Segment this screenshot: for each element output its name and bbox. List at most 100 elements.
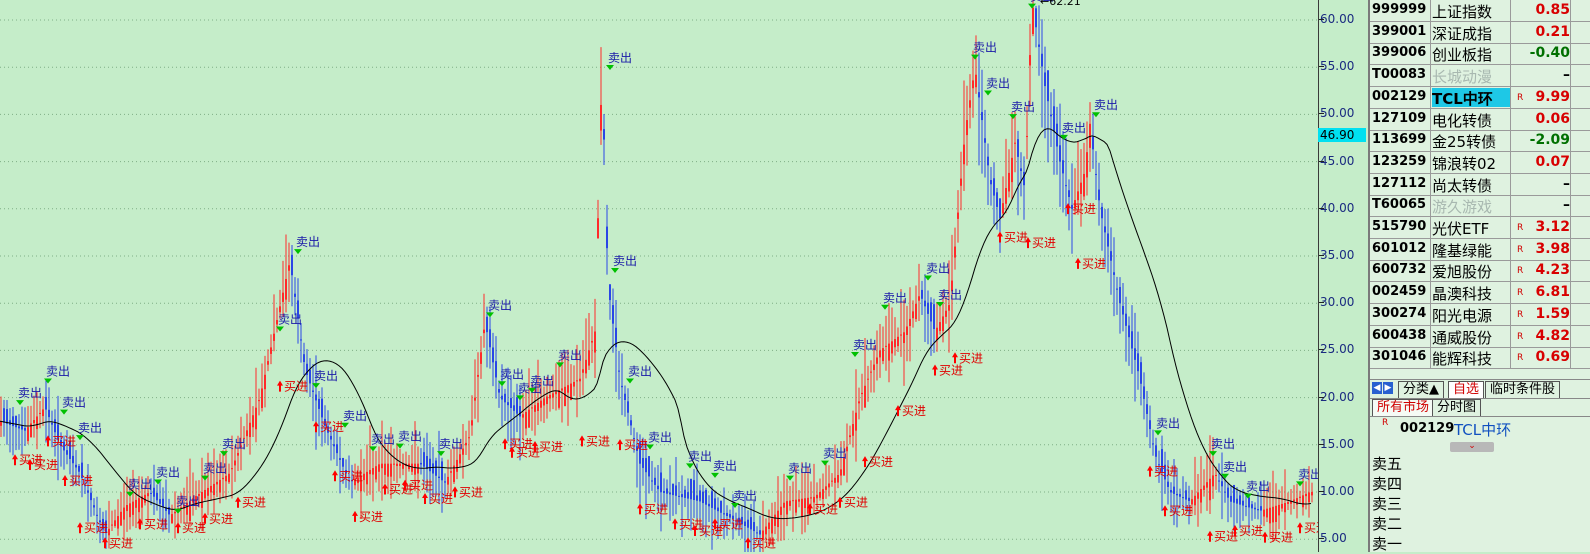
candle-body — [861, 392, 863, 395]
sell-arrow-icon — [396, 443, 404, 449]
candle-body — [651, 480, 653, 482]
candle-body — [540, 400, 542, 408]
collapse-icon[interactable]: ⌄ — [1450, 442, 1494, 452]
candle-body — [27, 427, 29, 442]
quote-change: -2.09 — [1529, 132, 1570, 149]
candle-body — [885, 345, 887, 347]
candle-body — [303, 354, 305, 363]
candle-body — [210, 485, 212, 493]
candle-body — [645, 458, 647, 473]
candle-body — [765, 526, 767, 535]
tab-category[interactable]: 分类▲ — [1398, 381, 1444, 398]
candle-body — [837, 475, 839, 483]
tab-time-chart[interactable]: 分时图 — [1432, 399, 1482, 416]
sell-label: 卖出 — [1223, 460, 1247, 474]
candle-body — [831, 480, 833, 482]
buy-signal: 买进 — [277, 380, 308, 394]
quote-row-600438[interactable]: 600438 通威股份 R 4.82 — [1370, 325, 1590, 348]
quote-code: T00083 — [1372, 67, 1427, 83]
candle-body — [33, 420, 35, 424]
candle-body — [132, 501, 134, 515]
candle-body — [1065, 185, 1067, 187]
quote-name: 游久游戏 — [1432, 198, 1493, 216]
quote-row-999999[interactable]: 999999 上证指数 0.85 — [1370, 0, 1590, 22]
candle-body — [1137, 353, 1139, 372]
buy-signal: 买进 — [502, 437, 533, 451]
quote-row-601012[interactable]: 601012 隆基绿能 R 3.98 — [1370, 238, 1590, 261]
y-tick-label: 45.00 — [1318, 153, 1355, 168]
buy-signal: 买进 — [712, 517, 743, 531]
candle-body — [21, 425, 23, 430]
tab-all-markets[interactable]: 所有市场 — [1372, 399, 1435, 416]
candle-body — [444, 481, 446, 483]
buy-label: 买进 — [1004, 230, 1028, 244]
quote-row-399001[interactable]: 399001 深证成指 0.21 — [1370, 21, 1590, 44]
candle-body — [51, 422, 53, 425]
sell-arrow-icon — [174, 508, 182, 514]
sell-arrow-icon — [341, 422, 349, 428]
sell-signal: 卖出 — [16, 386, 42, 406]
candle-body — [54, 419, 56, 433]
quote-row-T00083[interactable]: T00083 长城动漫 – — [1370, 65, 1590, 88]
buy-arrow-icon — [807, 503, 813, 515]
candle-body — [639, 441, 641, 464]
candle-body — [1122, 306, 1124, 315]
tab-temp-condition[interactable]: 临时条件股 — [1485, 381, 1561, 398]
buy-label: 买进 — [1214, 530, 1238, 544]
prev-icon[interactable]: ◀ — [1372, 382, 1382, 394]
candle-body — [1143, 386, 1145, 399]
quote-change: 0.85 — [1535, 2, 1570, 18]
candle-body — [228, 473, 230, 483]
candle-body — [489, 329, 491, 348]
quote-row-127109[interactable]: 127109 电化转债 0.06 — [1370, 108, 1590, 131]
quote-row-113699[interactable]: 113699 金25转债 -2.09 — [1370, 130, 1590, 153]
quote-row-300274[interactable]: 300274 阳光电源 R 1.59 — [1370, 303, 1590, 326]
sell-label: 卖出 — [176, 495, 200, 509]
candle-body — [219, 479, 221, 493]
candle-body — [1155, 445, 1157, 457]
y-tick-label: 60.00 — [1318, 12, 1355, 26]
candle-body — [1227, 487, 1229, 498]
quote-row-301046[interactable]: 301046 能辉科技 R 0.69 — [1370, 347, 1590, 370]
quote-row-399006[interactable]: 399006 创业板指 -0.40 — [1370, 43, 1590, 66]
candle-body — [192, 498, 194, 503]
quote-row-123259[interactable]: 123259 锦浪转02 0.07 — [1370, 151, 1590, 174]
quote-code: 127112 — [1372, 175, 1427, 191]
candle-body — [855, 412, 857, 431]
candle-body — [324, 418, 326, 426]
quote-change: 1.59 — [1535, 305, 1570, 322]
candle-body — [798, 499, 800, 502]
candle-body — [84, 485, 86, 487]
y-tick-label: 30.00 — [1318, 295, 1355, 310]
candle-body — [792, 500, 794, 502]
quote-row-002459[interactable]: 002459 晶澳科技 R 6.81 — [1370, 282, 1590, 305]
candle-body — [1008, 172, 1010, 192]
quote-row-002129[interactable]: 002129 TCL中环 R 9.99 — [1370, 86, 1590, 109]
candle-body — [1296, 498, 1298, 505]
candle-body — [528, 409, 530, 428]
candle-body — [1104, 226, 1106, 233]
tab-watchlist[interactable]: 自选 — [1448, 381, 1485, 398]
candle-body — [1101, 206, 1103, 219]
candle-body — [795, 499, 797, 513]
candle-body — [870, 371, 872, 373]
candle-body — [1236, 498, 1238, 504]
candle-body — [702, 491, 704, 504]
sell-arrow-icon — [294, 249, 302, 255]
quote-row-515790[interactable]: 515790 光伏ETF R 3.12 — [1370, 217, 1590, 239]
quote-code: 002129 — [1372, 88, 1427, 104]
candle-body — [351, 479, 353, 482]
candle-body — [756, 532, 758, 534]
quote-row-600732[interactable]: 600732 爱旭股份 R 4.23 — [1370, 260, 1590, 283]
sell-signal: 卖出 — [1092, 98, 1118, 118]
quote-row-127112[interactable]: 127112 尚太转债 – — [1370, 173, 1590, 196]
candle-body — [186, 502, 188, 515]
buy-arrow-icon — [617, 439, 623, 451]
quote-row-T60065[interactable]: T60065 游久游戏 – — [1370, 195, 1590, 218]
candle-body — [1272, 506, 1274, 523]
next-icon[interactable]: ▶ — [1383, 382, 1393, 394]
ask-1-label: 卖一 — [1372, 535, 1403, 553]
candle-body — [1194, 495, 1196, 506]
candle-body — [480, 352, 482, 364]
